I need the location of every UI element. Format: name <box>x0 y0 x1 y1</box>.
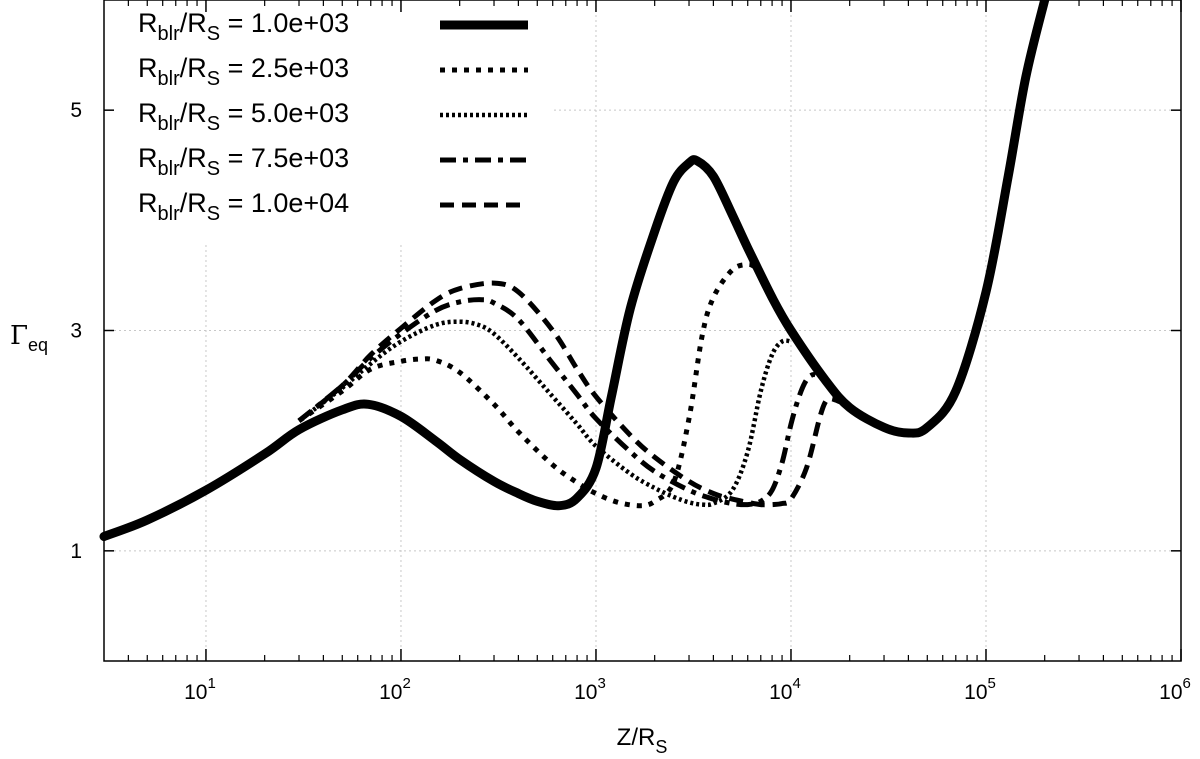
legend-entry: Rblr/RS = 2.5e+03 <box>138 53 528 90</box>
legend-background <box>112 0 552 245</box>
x-axis-title: Z/RS <box>617 724 668 757</box>
legend-label: Rblr/RS = 7.5e+03 <box>138 143 349 180</box>
legend: Rblr/RS = 1.0e+03 Rblr/RS = 2.5e+03 Rblr/R… <box>112 0 552 245</box>
legend-entry: Rblr/RS = 1.0e+03 <box>138 8 528 45</box>
series-lines <box>99 0 1050 541</box>
y-tick-label: 3 <box>70 320 82 343</box>
series-line-5.0e+03 <box>297 319 792 508</box>
legend-entry: Rblr/RS = 5.0e+03 <box>138 98 528 135</box>
legend-label: Rblr/RS = 2.5e+03 <box>138 53 349 90</box>
series-line-2.5e+03 <box>297 261 756 509</box>
series-line-1.0e+04 <box>297 280 842 508</box>
series-line-7.5e+03 <box>297 297 821 508</box>
legend-label: Rblr/RS = 5.0e+03 <box>138 98 349 135</box>
y-tick-label: 5 <box>70 99 82 122</box>
legend-label: Rblr/RS = 1.0e+04 <box>138 188 349 225</box>
legend-label: Rblr/RS = 1.0e+03 <box>138 8 349 45</box>
legend-entry: Rblr/RS = 1.0e+04 <box>138 188 528 225</box>
y-tick-label: 1 <box>70 540 82 563</box>
series-line-1.0e+03 <box>99 0 1050 541</box>
legend-entry: Rblr/RS = 7.5e+03 <box>138 143 528 180</box>
y-axis-title: Γeq <box>10 321 48 355</box>
